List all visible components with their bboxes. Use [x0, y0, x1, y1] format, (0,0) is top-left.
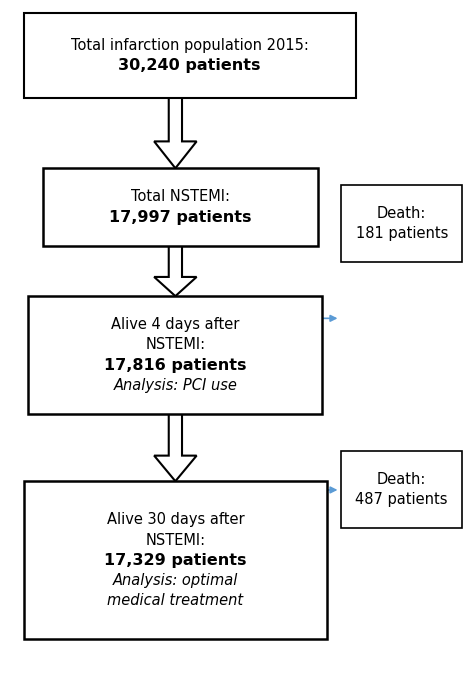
Text: Total infarction population 2015:: Total infarction population 2015:: [71, 38, 309, 53]
Polygon shape: [154, 414, 197, 481]
FancyBboxPatch shape: [341, 185, 462, 262]
Text: 17,997 patients: 17,997 patients: [109, 209, 251, 225]
Text: 17,329 patients: 17,329 patients: [104, 553, 246, 568]
Polygon shape: [154, 246, 197, 296]
FancyBboxPatch shape: [24, 13, 355, 98]
Text: Alive 4 days after: Alive 4 days after: [111, 317, 239, 332]
FancyBboxPatch shape: [28, 296, 322, 414]
Text: Alive 30 days after: Alive 30 days after: [107, 512, 244, 528]
Polygon shape: [154, 98, 197, 168]
Text: Analysis: PCI use: Analysis: PCI use: [113, 378, 237, 393]
Text: Death:: Death:: [377, 472, 427, 487]
Text: Death:: Death:: [377, 206, 427, 221]
Text: NSTEMI:: NSTEMI:: [146, 337, 205, 353]
Text: Analysis: optimal: Analysis: optimal: [113, 573, 238, 588]
Text: 17,816 patients: 17,816 patients: [104, 357, 246, 373]
Text: medical treatment: medical treatment: [107, 593, 244, 608]
Text: Total NSTEMI:: Total NSTEMI:: [131, 189, 229, 205]
Text: NSTEMI:: NSTEMI:: [146, 532, 205, 548]
Text: 487 patients: 487 patients: [356, 492, 448, 507]
FancyBboxPatch shape: [43, 168, 318, 246]
FancyBboxPatch shape: [24, 481, 327, 639]
Text: 181 patients: 181 patients: [356, 226, 448, 242]
Text: 30,240 patients: 30,240 patients: [118, 58, 261, 73]
FancyBboxPatch shape: [341, 451, 462, 528]
